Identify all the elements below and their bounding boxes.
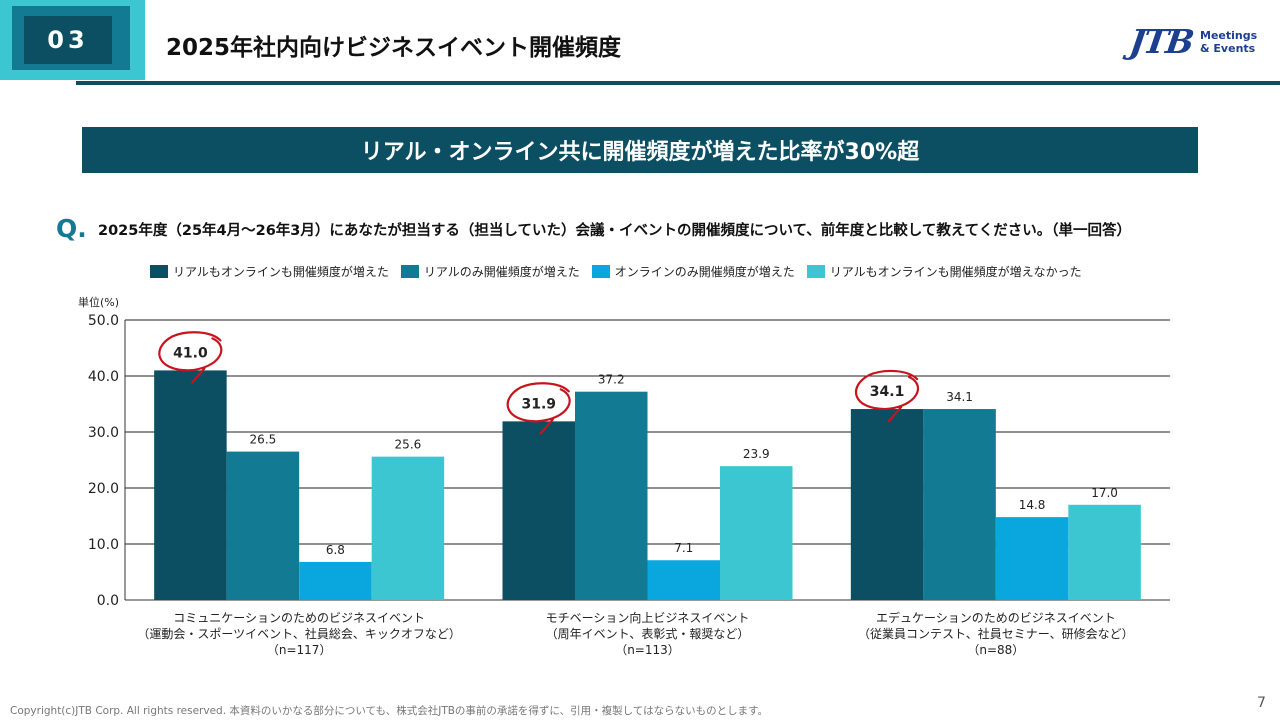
section-number-block: 03	[0, 0, 145, 80]
copyright-notice: Copyright(c)JTB Corp. All rights reserve…	[10, 705, 769, 717]
data-label: 6.8	[326, 543, 345, 557]
y-tick-label: 40.0	[88, 369, 119, 385]
chart-legend: リアルもオンラインも開催頻度が増えた リアルのみ開催頻度が増えた オンラインのみ開催…	[150, 263, 1094, 279]
data-label: 37.2	[598, 373, 625, 387]
data-label: 7.1	[674, 541, 693, 555]
question-mark-label: Q.	[56, 214, 87, 243]
bar	[154, 370, 227, 600]
category-label: （n=113）	[615, 643, 680, 657]
bar	[923, 409, 996, 600]
legend-label: リアルもオンラインも開催頻度が増えなかった	[829, 264, 1082, 279]
bar	[647, 560, 720, 600]
logo-text: Meetings & Events	[1200, 29, 1258, 55]
data-label: 34.1	[946, 390, 973, 404]
legend-swatch	[400, 264, 419, 278]
page-title: 2025年社内向けビジネスイベント開催頻度	[166, 35, 622, 61]
bar	[720, 466, 793, 600]
category-label: モチベーション向上ビジネスイベント	[546, 610, 750, 625]
legend-swatch	[150, 264, 168, 278]
category-label: コミュニケーションのためのビジネスイベント	[173, 611, 425, 625]
legend-item: リアルもオンラインも開催頻度が増えた	[150, 263, 389, 280]
y-tick-label: 20.0	[88, 481, 119, 497]
category-label: （従業員コンテスト、社員セミナー、研修会など）	[858, 626, 1134, 641]
category-label: （運動会・スポーツイベント、社員総会、キックオフなど）	[137, 626, 461, 641]
legend-label: リアルのみ開催頻度が増えた	[423, 264, 580, 279]
legend-swatch	[591, 264, 610, 278]
data-label: 17.0	[1091, 486, 1118, 500]
bar	[850, 409, 924, 600]
category-label: エデュケーションのためのビジネスイベント	[876, 610, 1116, 625]
legend-item: リアルもオンラインも開催頻度が増えなかった	[806, 263, 1082, 280]
legend-item: オンラインのみ開催頻度が増えた	[591, 263, 795, 280]
unit-label: 単位(%)	[78, 296, 120, 309]
y-tick-label: 50.0	[88, 313, 119, 329]
bar	[502, 421, 575, 600]
bar	[575, 391, 648, 600]
data-label: 23.9	[743, 447, 770, 461]
category-label: （周年イベント、表彰式・報奨など）	[546, 626, 750, 641]
bar	[299, 561, 372, 600]
page-number: 7	[1257, 695, 1266, 711]
legend-swatch	[806, 264, 825, 278]
y-tick-label: 0.0	[97, 593, 119, 609]
legend-label: オンラインのみ開催頻度が増えた	[614, 264, 795, 279]
section-number: 03	[24, 16, 112, 64]
highlight-circle	[506, 382, 571, 435]
category-label: （n=117）	[267, 643, 332, 657]
data-label: 26.5	[250, 433, 277, 447]
legend-label: リアルもオンラインも開催頻度が増えた	[173, 264, 389, 279]
bar	[1068, 504, 1141, 600]
highlight-circle	[158, 331, 223, 384]
question-text: 2025年度（25年4月〜26年3月）にあなたが担当する（担当していた）会議・イ…	[98, 223, 1131, 239]
data-label: 25.6	[395, 438, 422, 452]
y-tick-label: 10.0	[88, 537, 119, 553]
headline-banner: リアル・オンライン共に開催頻度が増えた比率が30%超	[82, 127, 1198, 173]
y-tick-label: 30.0	[88, 425, 119, 441]
bar	[371, 456, 445, 600]
data-label: 14.8	[1019, 498, 1046, 512]
highlight-circle	[855, 369, 920, 423]
bar	[995, 517, 1069, 600]
data-label: 34.1	[870, 384, 905, 400]
header-divider	[76, 81, 1280, 85]
bar	[226, 451, 300, 600]
jtb-logo: JTB Meetings & Events	[1127, 22, 1270, 64]
category-label: （n=88）	[967, 643, 1024, 657]
legend-item: リアルのみ開催頻度が増えた	[400, 263, 580, 280]
data-label: 31.9	[521, 396, 556, 412]
data-label: 41.0	[173, 345, 208, 361]
